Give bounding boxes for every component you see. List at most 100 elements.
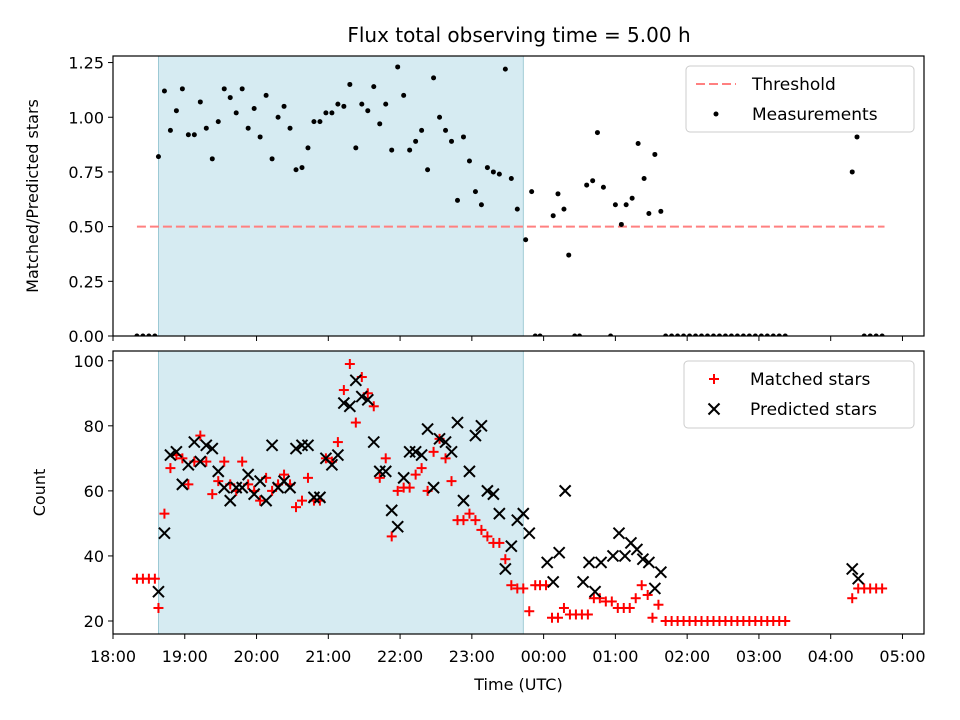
matched-point xyxy=(524,606,535,617)
matched-point xyxy=(291,502,302,513)
y-tick-label: 0.00 xyxy=(68,327,104,346)
matched-point xyxy=(296,495,307,506)
plot-area xyxy=(134,64,885,336)
predicted-point xyxy=(523,526,536,540)
legend-predicted-swatch xyxy=(707,402,721,416)
measurement-point xyxy=(658,208,664,214)
predicted-point xyxy=(642,556,656,569)
predicted-point xyxy=(517,507,530,520)
predicted-point xyxy=(618,549,632,563)
predicted-point xyxy=(558,484,572,498)
predicted-point xyxy=(182,458,195,472)
measurement-point xyxy=(612,202,618,208)
measurement-point xyxy=(311,119,317,125)
measurement-point xyxy=(861,333,867,336)
matched-point xyxy=(302,472,313,483)
matched-point xyxy=(368,401,379,412)
predicted-point xyxy=(433,432,446,446)
matched-point xyxy=(213,476,224,487)
measurement-point xyxy=(299,165,305,171)
measurement-point xyxy=(508,176,514,181)
predicted-point xyxy=(343,400,357,413)
predicted-point xyxy=(457,494,470,507)
legend: Matched stars Predicted stars xyxy=(683,360,915,429)
predicted-point xyxy=(445,445,458,459)
measurement-point xyxy=(484,165,490,171)
matched-point xyxy=(350,417,361,428)
matched-point xyxy=(446,476,457,487)
measurement-point xyxy=(437,114,443,120)
predicted-point xyxy=(325,458,339,472)
predicted-point xyxy=(259,494,273,507)
matched-point xyxy=(392,485,403,496)
measurement-point xyxy=(566,252,572,258)
legend-label: Predicted stars xyxy=(750,400,877,420)
matched-point xyxy=(464,508,475,519)
predicted-point xyxy=(541,556,554,569)
predicted-point xyxy=(415,448,428,462)
matched-point xyxy=(653,599,664,610)
measurement-point xyxy=(728,333,734,336)
matched-point xyxy=(183,479,194,490)
matched-point xyxy=(470,515,481,526)
y-tick-label: 0.75 xyxy=(68,163,104,182)
y-tick-label: 40 xyxy=(84,547,104,566)
legend-measurement-swatch xyxy=(713,111,719,117)
predicted-point xyxy=(367,435,380,449)
measurement-point xyxy=(523,237,529,243)
matched-point xyxy=(630,593,641,604)
matched-point xyxy=(207,489,218,500)
matched-point xyxy=(416,463,427,474)
predicted-point xyxy=(265,439,279,452)
measurement-point xyxy=(449,138,455,144)
matched-point xyxy=(494,537,505,548)
matched-point xyxy=(428,446,439,457)
measurement-point xyxy=(704,333,710,336)
measurement-point xyxy=(305,145,311,151)
bottom-panel: 20 40 60 80 100 18:00 19:00 20:00 21:00 22:00 23:0… xyxy=(30,350,926,694)
measurement-point xyxy=(681,333,687,336)
matched-point xyxy=(647,612,658,623)
measurement-point xyxy=(618,221,624,227)
measurement-point xyxy=(572,333,578,336)
measurement-point xyxy=(317,119,323,125)
measurement-point xyxy=(873,333,879,336)
matched-point xyxy=(552,612,563,623)
measurement-point xyxy=(740,333,746,336)
y-tick-label: 60 xyxy=(84,482,104,501)
x-tick-label: 18:00 xyxy=(90,647,136,666)
measurement-point xyxy=(746,333,752,336)
measurement-point xyxy=(251,106,257,111)
predicted-point xyxy=(588,585,602,598)
top-panel: 0.00 0.25 0.50 0.75 1.00 1.25 Matched/Predicte… xyxy=(23,54,925,346)
measurement-point xyxy=(395,64,401,70)
predicted-point xyxy=(481,484,494,498)
x-tick-label: 22:00 xyxy=(377,647,423,666)
y-tick-label: 20 xyxy=(84,612,104,631)
matched-point xyxy=(219,456,230,467)
measurement-point xyxy=(203,125,209,131)
measurement-point xyxy=(263,92,269,98)
matched-point xyxy=(237,456,248,467)
measurement-point xyxy=(460,134,466,140)
predicted-point xyxy=(253,474,267,488)
measurement-point xyxy=(561,206,567,212)
predicted-point xyxy=(421,422,434,436)
measurement-point xyxy=(752,333,758,336)
measurement-point xyxy=(233,110,239,116)
predicted-point xyxy=(283,481,297,494)
matched-point xyxy=(558,602,569,613)
predicted-point xyxy=(337,396,351,410)
measurement-point xyxy=(514,206,520,212)
matched-point xyxy=(380,453,391,464)
predicted-point xyxy=(164,448,177,462)
predicted-point xyxy=(576,575,590,589)
measurement-point xyxy=(600,184,606,190)
measurement-point xyxy=(389,147,395,153)
x-tick-label: 02:00 xyxy=(664,647,710,666)
matched-point xyxy=(500,554,511,565)
matched-point xyxy=(332,437,343,448)
matched-point xyxy=(177,453,188,464)
measurement-point xyxy=(550,213,556,219)
